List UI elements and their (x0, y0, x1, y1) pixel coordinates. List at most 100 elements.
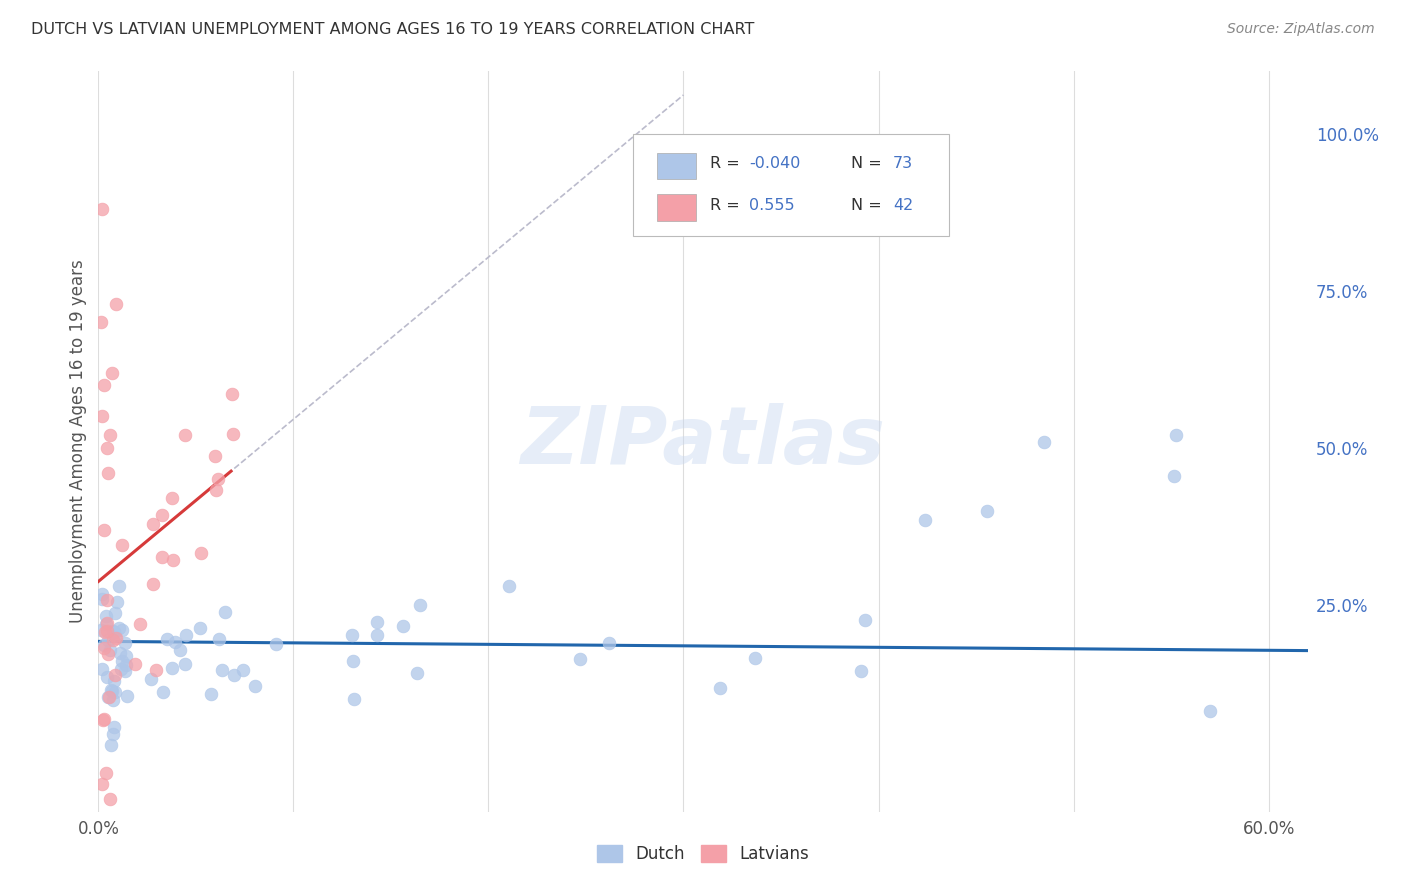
Text: R =: R = (710, 198, 749, 212)
Point (100, 682, 122, 697)
Point (110, 662, 132, 676)
Text: R =: R = (710, 156, 745, 170)
Point (343, 692, 366, 706)
Point (97, 647, 120, 661)
Point (222, 426, 245, 441)
Point (1166, 428, 1188, 442)
Point (107, 578, 129, 592)
Point (103, 633, 125, 648)
Point (744, 651, 766, 665)
Point (204, 483, 226, 497)
Point (569, 652, 592, 666)
Point (204, 450, 226, 464)
Point (96, 608, 118, 623)
Point (392, 618, 415, 632)
Point (98, 428, 121, 442)
Point (156, 632, 179, 646)
Point (174, 657, 197, 671)
Point (163, 635, 186, 649)
Point (142, 577, 165, 591)
Point (97, 690, 120, 705)
Point (976, 503, 998, 517)
Point (104, 667, 127, 681)
Point (90, 315, 112, 329)
Point (214, 605, 236, 619)
Point (115, 690, 138, 704)
Point (101, 624, 124, 638)
Text: 0.555: 0.555 (749, 198, 794, 212)
Point (1163, 469, 1185, 483)
Point (104, 607, 127, 621)
Point (142, 517, 165, 532)
Point (105, 631, 128, 645)
Point (94, 617, 117, 632)
Point (115, 648, 138, 663)
Point (91, 591, 114, 606)
Point (97, 466, 120, 480)
Point (243, 679, 266, 693)
Point (91, 713, 114, 727)
Point (114, 657, 136, 672)
Point (90, 409, 112, 424)
Point (406, 665, 429, 680)
Text: 73: 73 (893, 156, 912, 170)
Text: Source: ZipAtlas.com: Source: ZipAtlas.com (1227, 22, 1375, 37)
Point (101, 683, 124, 698)
Point (914, 513, 936, 527)
Point (93, 640, 115, 655)
Point (101, 366, 124, 380)
Point (232, 663, 254, 677)
Point (152, 685, 174, 699)
Point (91, 202, 114, 217)
Point (104, 629, 127, 643)
Point (103, 625, 125, 640)
Point (93, 378, 115, 392)
Point (208, 632, 231, 646)
Point (849, 665, 872, 679)
Text: DUTCH VS LATVIAN UNEMPLOYMENT AMONG AGES 16 TO 19 YEARS CORRELATION CHART: DUTCH VS LATVIAN UNEMPLOYMENT AMONG AGES… (31, 22, 754, 37)
Point (96, 624, 118, 639)
Point (1199, 704, 1222, 718)
Point (98, 642, 121, 657)
Point (96, 593, 118, 607)
Point (101, 692, 124, 706)
Point (264, 637, 287, 651)
Point (366, 628, 388, 642)
Point (103, 720, 125, 734)
Point (190, 546, 212, 560)
Point (129, 616, 152, 631)
Point (409, 598, 432, 612)
Point (145, 663, 167, 677)
Y-axis label: Unemployment Among Ages 16 to 19 years: Unemployment Among Ages 16 to 19 years (69, 260, 87, 624)
Point (124, 657, 146, 671)
Point (498, 579, 520, 593)
Point (93, 713, 115, 727)
Point (103, 727, 125, 741)
Point (108, 646, 131, 660)
Point (96, 616, 118, 631)
Point (174, 628, 197, 642)
Point (103, 674, 125, 689)
Point (598, 636, 620, 650)
Point (111, 654, 134, 668)
Point (105, 595, 128, 609)
Text: 42: 42 (893, 198, 912, 212)
Point (188, 621, 211, 635)
Point (139, 672, 162, 686)
Point (104, 684, 127, 698)
Point (200, 687, 222, 701)
Point (207, 472, 229, 486)
Point (709, 681, 731, 696)
Point (1033, 434, 1056, 449)
Point (340, 628, 363, 642)
Text: ZIPatlas: ZIPatlas (520, 402, 886, 481)
Point (221, 386, 243, 401)
Point (91, 777, 114, 791)
Point (114, 636, 136, 650)
Point (150, 549, 173, 564)
Point (162, 553, 184, 567)
Point (96, 441, 118, 455)
Text: N =: N = (851, 156, 887, 170)
Legend: Dutch, Latvians: Dutch, Latvians (591, 838, 815, 870)
Point (93, 524, 115, 538)
